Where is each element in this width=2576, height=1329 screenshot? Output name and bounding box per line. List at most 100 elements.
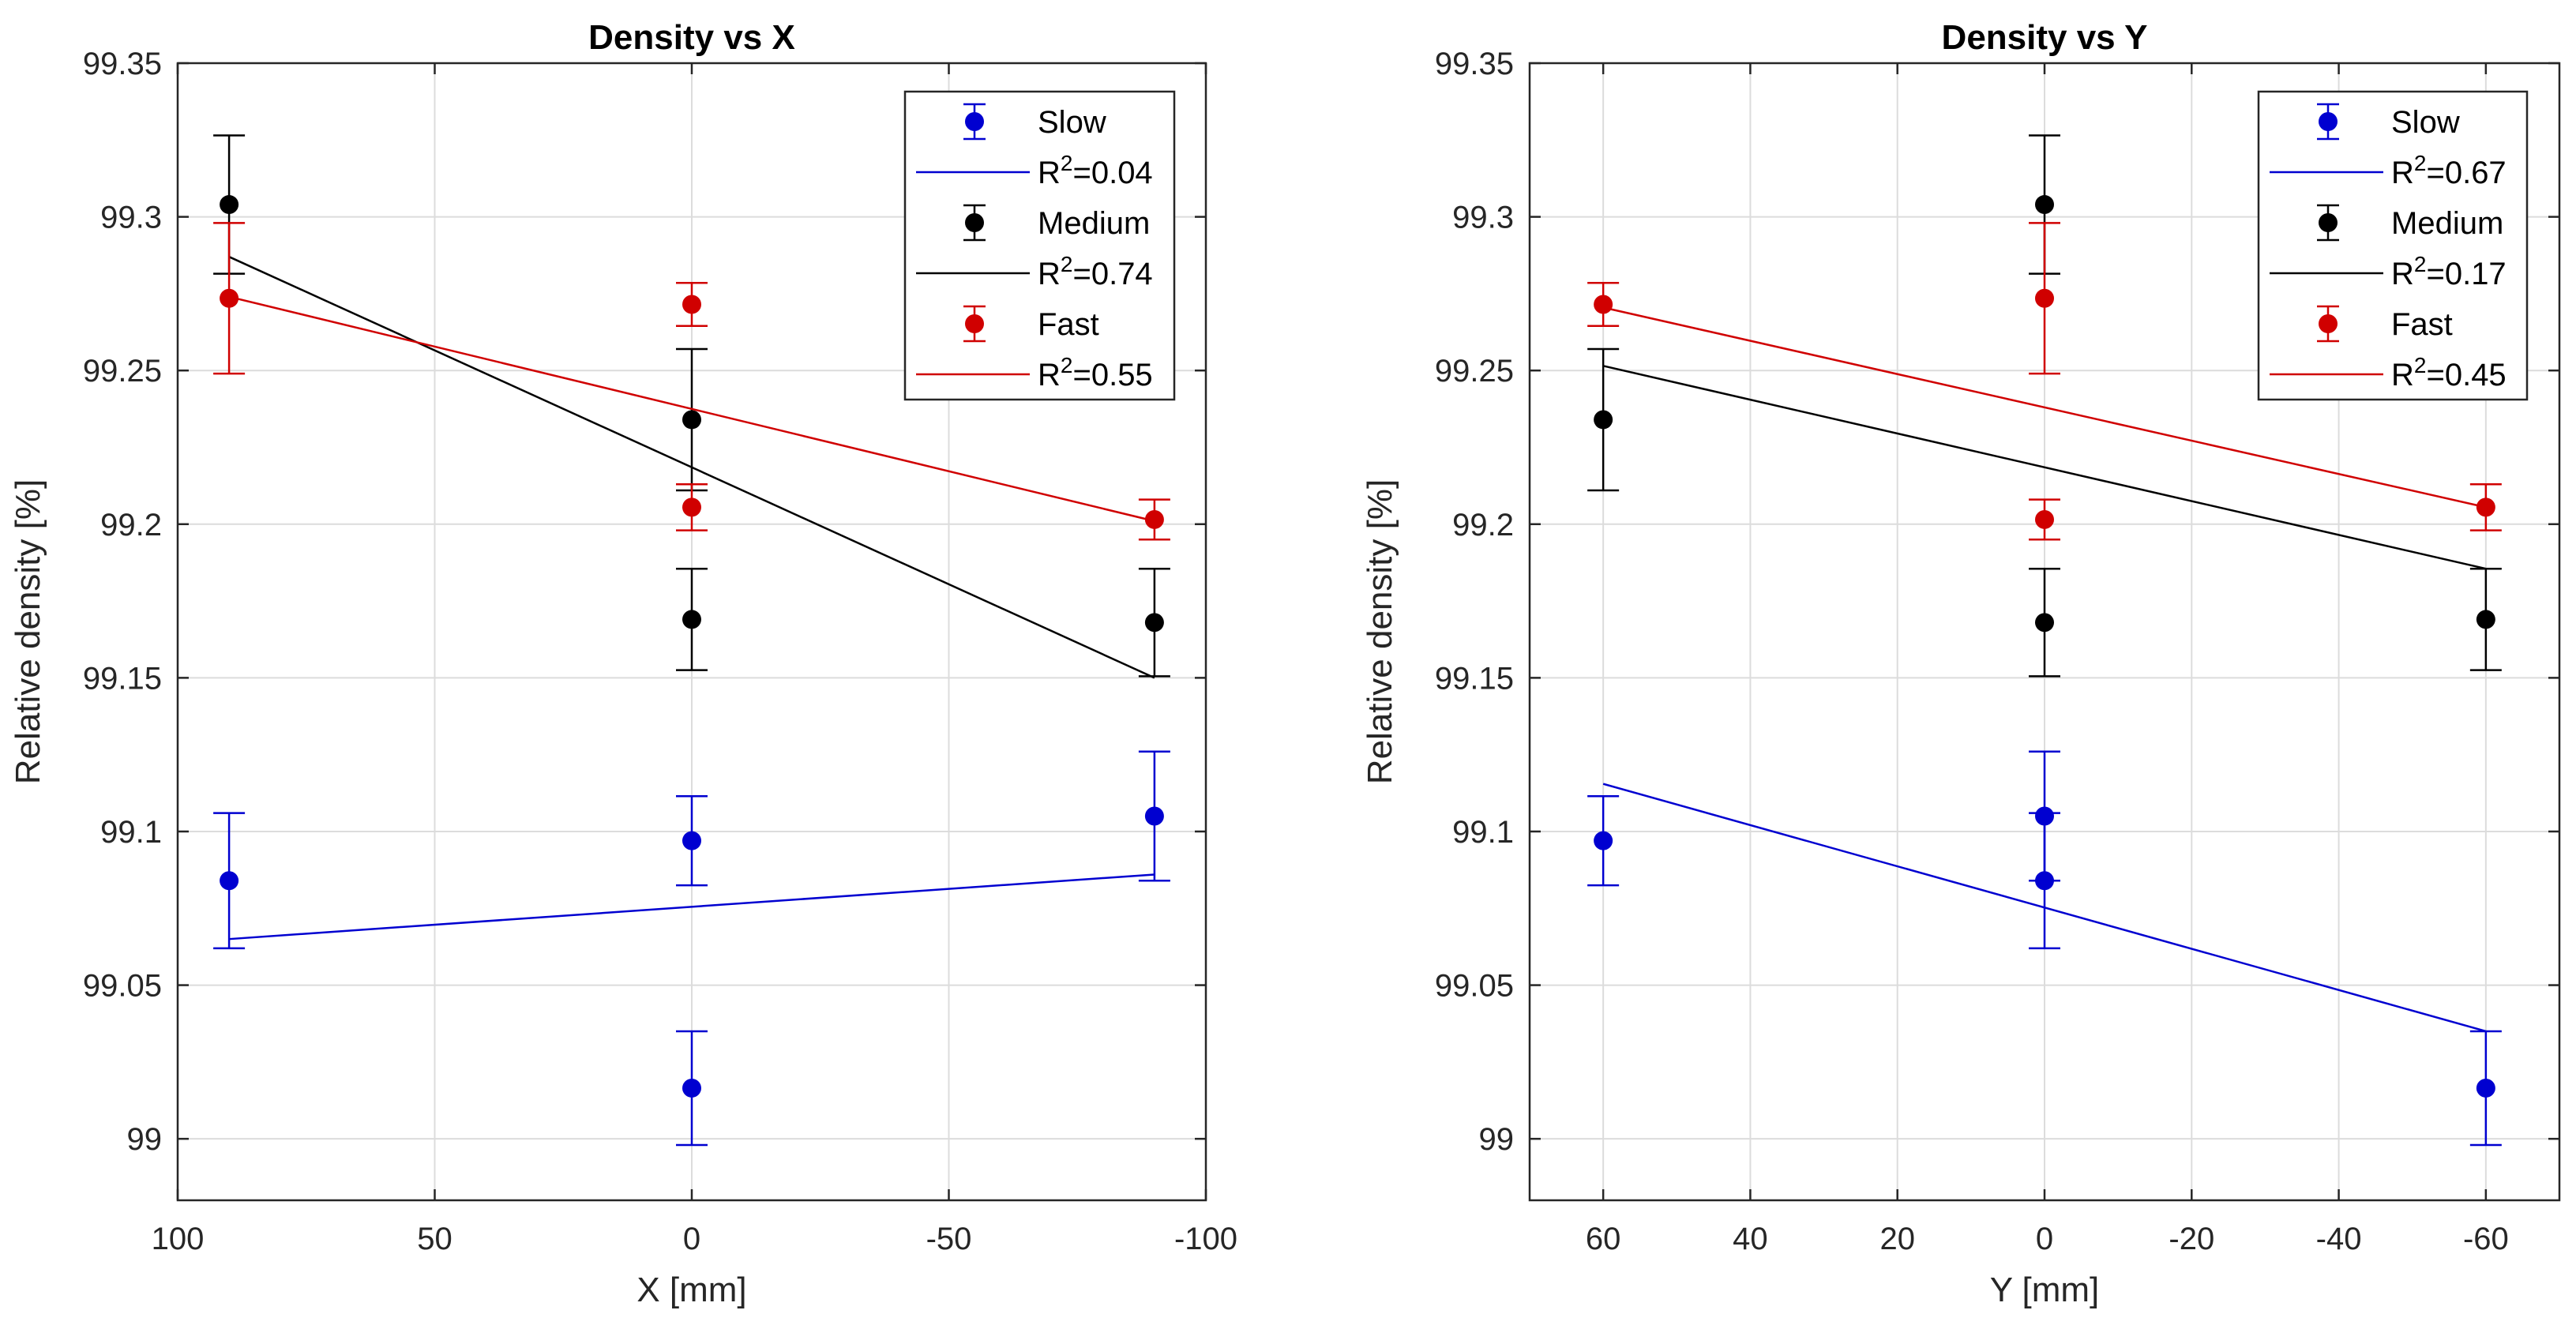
chart-2-x-tick-label: -60 (2463, 1222, 2509, 1256)
chart-2-y-tick-label: 99.15 (1435, 661, 1514, 696)
chart-2-slow-point (2476, 1078, 2495, 1098)
chart-2-y-tick-label: 99.3 (1452, 201, 1514, 235)
chart-2-title: Density vs Y (1942, 18, 2148, 57)
chart-1-x-tick-label: -50 (926, 1222, 972, 1256)
chart-2-medium-fit-line (1602, 365, 2487, 570)
chart-2-legend-slow-r-squared: R2=0.67 (2391, 151, 2507, 190)
chart-1-x-axis-label: X [mm] (636, 1271, 746, 1309)
chart-2-x-axis-label: Y [mm] (1990, 1271, 2100, 1309)
chart-2-legend-box (2257, 90, 2529, 401)
chart-1-legend-slow-label: Slow (1038, 105, 1106, 140)
chart-1-legend-slow-r-exponent: 2 (1061, 151, 1073, 175)
chart-1-y-axis-label: Relative density [%] (9, 479, 47, 784)
chart-1-legend-fast-label: Fast (1038, 307, 1099, 342)
chart-1-legend-fast-r-symbol: R (1038, 358, 1061, 392)
chart-1-fast-point (682, 497, 701, 517)
chart-2-x-tick-label: -20 (2169, 1222, 2214, 1256)
chart-2-x-tick-label: 40 (1733, 1222, 1768, 1256)
chart-2-y-tick-label: 99 (1479, 1122, 1515, 1157)
chart-2-y-tick-label: 99.05 (1435, 969, 1514, 1004)
chart-1-legend-slow-r-symbol: R (1038, 156, 1061, 190)
chart-1-legend-fast-marker (965, 314, 984, 333)
chart-2-legend-slow-label: Slow (2391, 105, 2460, 140)
chart-2-legend-fast-r-squared-value: =0.45 (2426, 358, 2506, 392)
chart-1-legend-slow-r-squared-value: =0.04 (1072, 156, 1152, 190)
chart-2-fast-point (1594, 295, 1613, 314)
chart-1-legend-medium-r-symbol: R (1038, 257, 1061, 291)
chart-1-legend-medium-r-squared: R2=0.74 (1038, 252, 1153, 291)
chart-1-medium-point (682, 410, 701, 430)
chart-2-y-tick-label: 99.1 (1452, 815, 1514, 850)
chart-2-legend-slow-r-exponent: 2 (2414, 151, 2427, 175)
chart-2-legend-fast-label: Fast (2391, 307, 2453, 342)
chart-1-slow-fit-line (229, 873, 1155, 940)
chart-2-x-tick-label: -40 (2316, 1222, 2362, 1256)
chart-2-y-tick-label: 99.25 (1435, 354, 1514, 389)
chart-2-legend-medium-marker (2319, 213, 2338, 232)
chart-2-legend-medium-label: Medium (2391, 206, 2503, 241)
chart-1-slow-point (1144, 806, 1164, 826)
chart-1-y-tick-label: 99.25 (83, 354, 162, 389)
chart-1-x-tick-label: 0 (683, 1222, 700, 1256)
chart-1-fast-point (1144, 509, 1164, 529)
chart-2-fast-point (2035, 509, 2054, 529)
chart-2-fast-point (2035, 288, 2054, 308)
chart-2-y-tick-label: 99.35 (1435, 47, 1514, 81)
chart-2-legend-fast-r-squared: R2=0.45 (2391, 353, 2507, 392)
chart-2-legend-medium-r-exponent: 2 (2414, 252, 2427, 276)
chart-2-medium-point (2035, 195, 2054, 215)
chart-1-y-tick-label: 99.15 (83, 661, 162, 696)
chart-2-legend-slow-marker (2319, 112, 2338, 131)
density-vs-y-chart: 60 40 20 0 -20 -40 -60 99 99.05 99.1 99.15 99.2 99.2… (1361, 18, 2561, 1309)
chart-2-y-tick-label: 99.2 (1452, 508, 1514, 542)
chart-1-medium-point (682, 610, 701, 629)
chart-2-slow-point (2035, 871, 2054, 891)
chart-2-x-tick-label: 20 (1879, 1222, 1915, 1256)
chart-1-medium-point (1144, 613, 1164, 633)
chart-1-y-tick-label: 99.2 (100, 508, 162, 542)
chart-2-slow-point (1594, 831, 1613, 850)
chart-1-legend-slow-r-squared: R2=0.04 (1038, 151, 1153, 190)
chart-2-x-tick-label: 60 (1586, 1222, 1621, 1256)
chart-1-legend-medium-r-exponent: 2 (1061, 252, 1073, 276)
chart-2-legend-slow-r-squared-value: =0.67 (2426, 156, 2506, 190)
chart-1-y-tick-label: 99.05 (83, 969, 162, 1004)
chart-2-fast-point (2476, 497, 2495, 517)
chart-2-legend-fast-marker (2319, 314, 2338, 333)
chart-1-legend-medium-marker (965, 213, 984, 232)
chart-1-legend-fast-r-exponent: 2 (1061, 353, 1073, 377)
chart-1-y-tick-label: 99.1 (100, 815, 162, 850)
chart-2-legend-medium-r-symbol: R (2391, 257, 2414, 291)
chart-1-legend-medium-r-squared-value: =0.74 (1072, 257, 1152, 291)
chart-2-legend-medium-r-squared: R2=0.17 (2391, 252, 2507, 291)
chart-1-medium-point (220, 195, 239, 215)
chart-1-legend-medium-label: Medium (1038, 206, 1150, 241)
chart-2-legend-fast-r-symbol: R (2391, 358, 2414, 392)
chart-1-fast-point (682, 295, 701, 314)
chart-1-title: Density vs X (588, 18, 795, 57)
chart-1-x-tick-label: -100 (1174, 1222, 1237, 1256)
chart-2-medium-point (1594, 410, 1613, 430)
chart-1-legend-fast-r-squared-value: =0.55 (1072, 358, 1152, 392)
chart-1-legend-box (903, 90, 1176, 401)
chart-1-slow-point (682, 1078, 701, 1098)
chart-1-y-tick-label: 99.35 (83, 47, 162, 81)
chart-2-legend-slow-r-symbol: R (2391, 156, 2414, 190)
chart-1-fast-point (220, 288, 239, 308)
chart-1-x-tick-label: 100 (152, 1222, 205, 1256)
density-vs-x-chart: 100 50 0 -50 -100 99 99.05 99.1 99.15 99.2 99.25 99… (9, 18, 1237, 1309)
chart-2-y-axis-label: Relative density [%] (1361, 479, 1399, 784)
chart-1-legend-slow-marker (965, 112, 984, 131)
chart-1-slow-point (682, 831, 701, 850)
chart-2-legend-fast-r-exponent: 2 (2414, 353, 2427, 377)
chart-2-medium-point (2035, 613, 2054, 633)
chart-1-y-tick-label: 99.3 (100, 201, 162, 235)
chart-2-legend-medium-r-squared-value: =0.17 (2426, 257, 2506, 291)
chart-2-fast-fit-line (1602, 306, 2487, 509)
chart-1-slow-point (220, 871, 239, 891)
chart-2-medium-point (2476, 610, 2495, 629)
chart-1-x-tick-label: 50 (417, 1222, 452, 1256)
chart-1-fast-fit-line (228, 295, 1155, 523)
chart-1-y-tick-label: 99 (127, 1122, 163, 1157)
